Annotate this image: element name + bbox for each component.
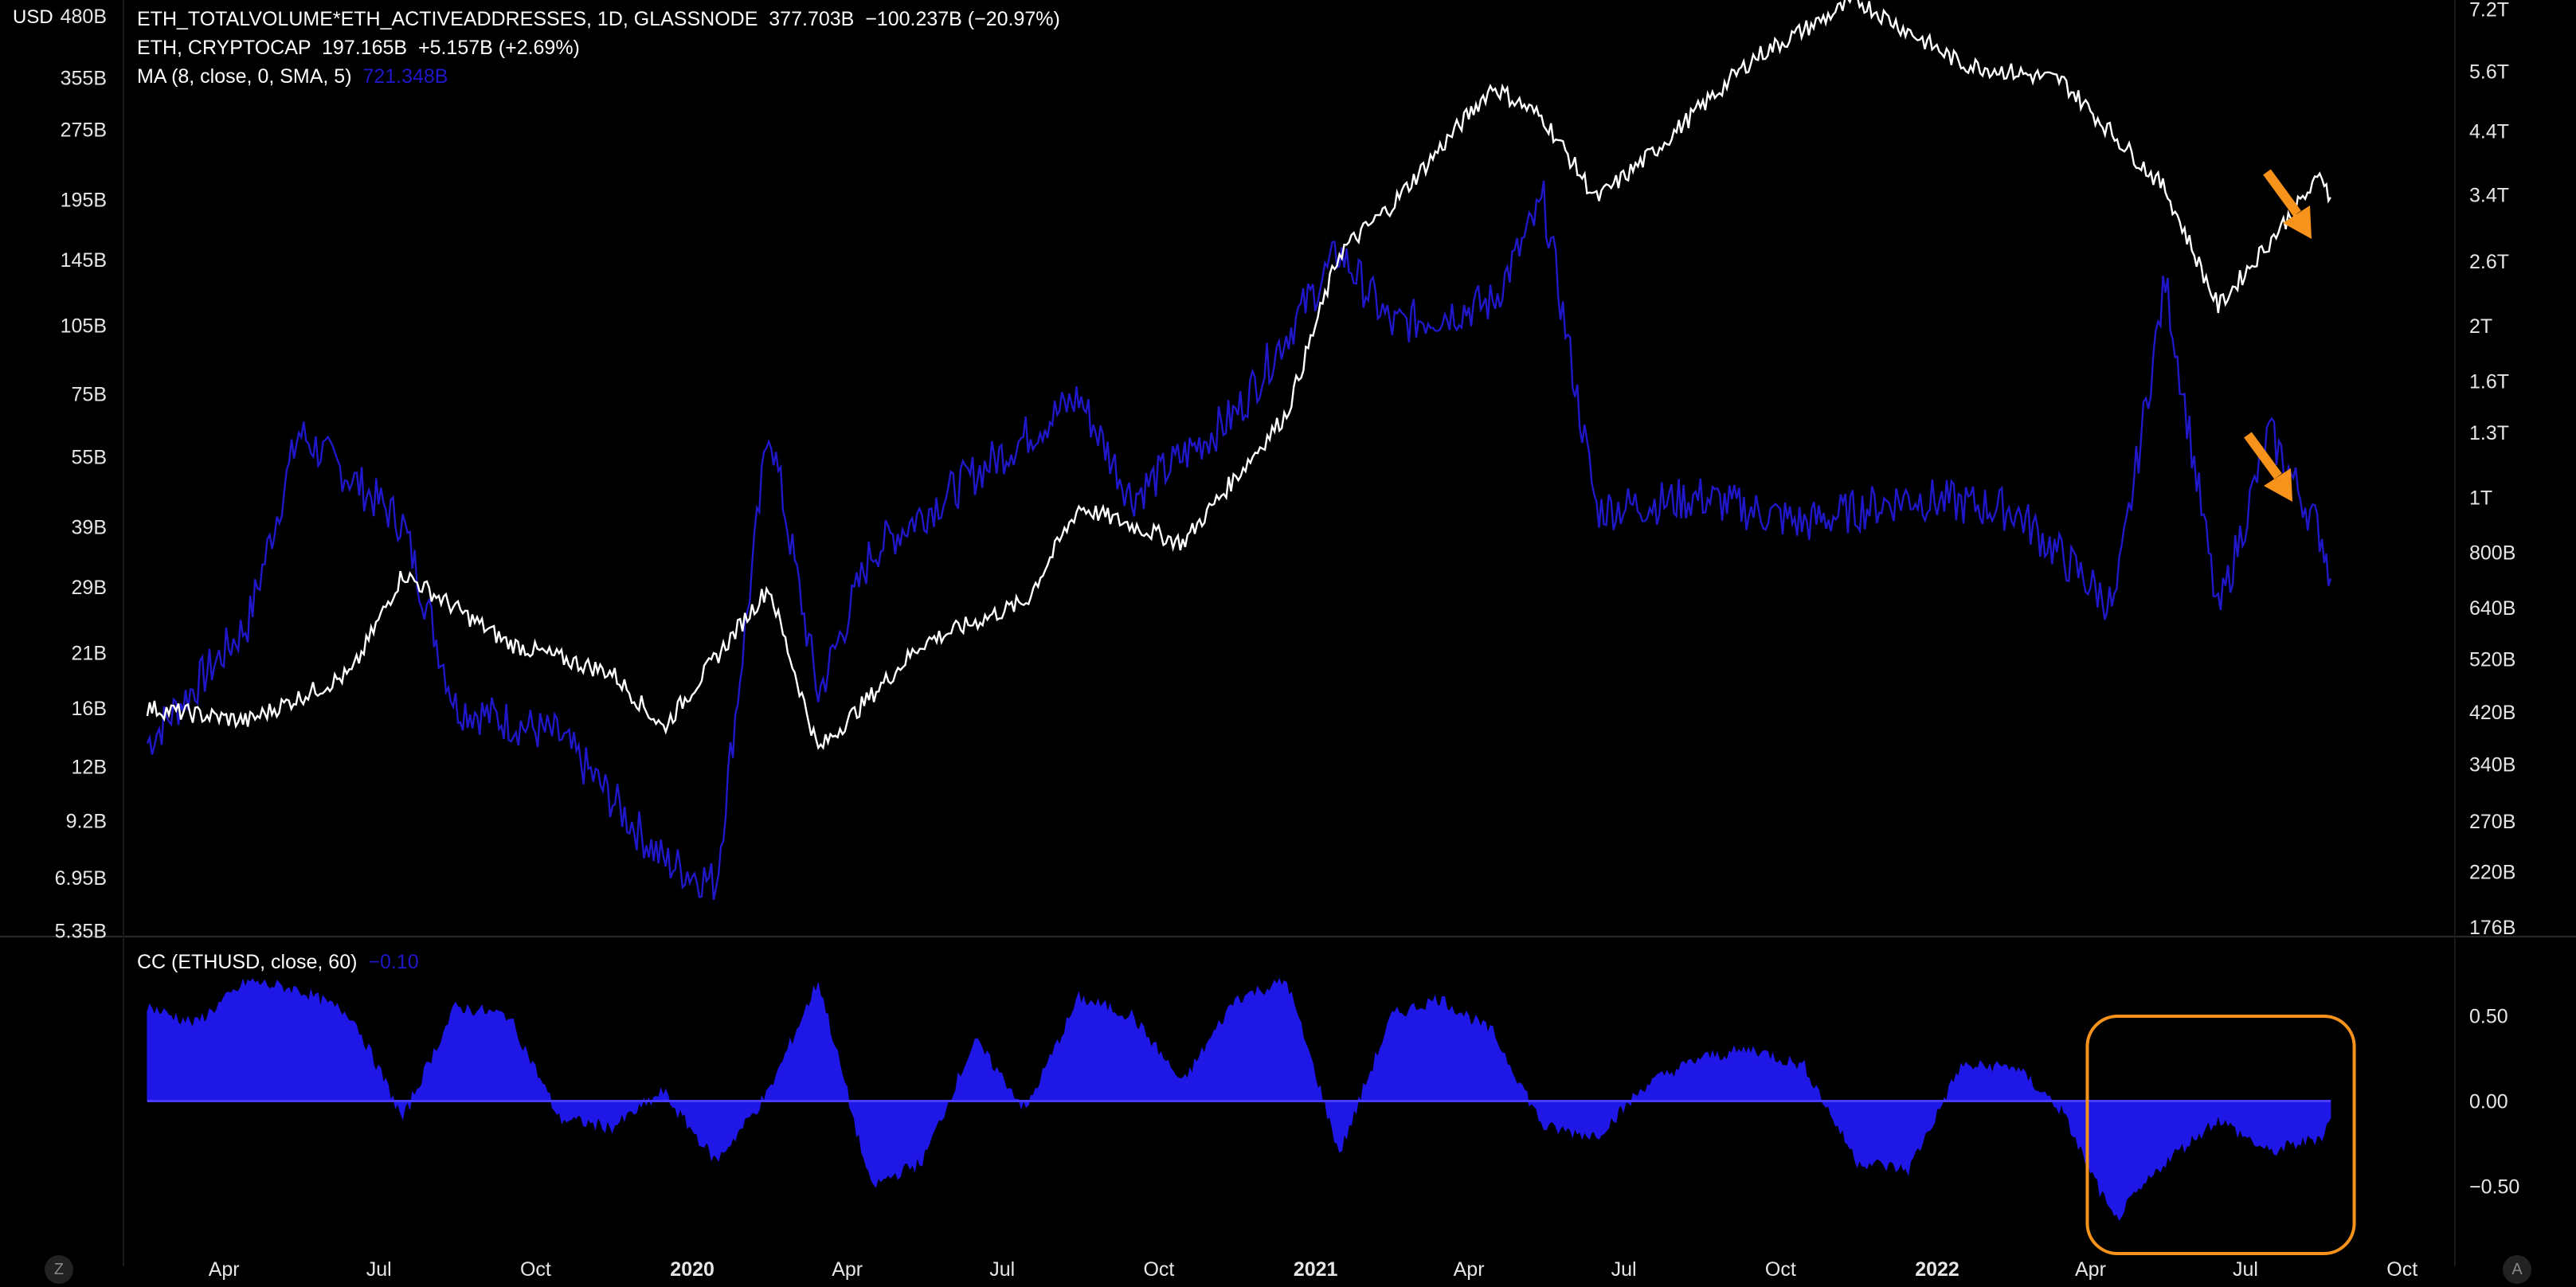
left-tick-label: 480B <box>61 6 107 28</box>
legend-row-2: ETH, CRYPTOCAP 197.165B +5.157B (+2.69%) <box>137 37 580 60</box>
eth-down-arrow <box>2263 169 2312 239</box>
ma-series-line <box>146 180 2332 901</box>
cc-area <box>147 977 2331 1222</box>
right-tick-label: 420B <box>2469 702 2515 724</box>
legend-label: ETH, CRYPTOCAP <box>137 37 311 59</box>
right-tick-label: 1T <box>2469 487 2492 509</box>
x-tick-label: Jul <box>366 1258 392 1281</box>
right-tick-label: 4.4T <box>2469 120 2509 143</box>
cc-legend: CC (ETHUSD, close, 60) −0.10 <box>137 951 419 974</box>
legend-label: ETH_TOTALVOLUME*ETH_ACTIVEADDRESSES, 1D,… <box>137 8 758 30</box>
right-tick-label: 520B <box>2469 648 2515 671</box>
cc-tick-label: 0.00 <box>2469 1091 2508 1113</box>
legend-values: 721.348B <box>362 65 448 88</box>
legend-row-3: MA (8, close, 0, SMA, 5) 721.348B <box>137 65 448 88</box>
auto-scale-button[interactable]: A <box>2503 1255 2531 1284</box>
x-tick-label: 2021 <box>1294 1258 1338 1281</box>
right-tick-label: 640B <box>2469 597 2515 620</box>
left-tick-label: 9.2B <box>66 810 107 832</box>
left-tick-label: 6.95B <box>55 867 107 890</box>
x-tick-label: Apr <box>2075 1258 2106 1281</box>
arrow-head <box>2283 205 2312 239</box>
left-axis-unit: USD <box>13 6 53 28</box>
right-tick-label: 176B <box>2469 917 2515 939</box>
x-tick-label: Jul <box>989 1258 1015 1281</box>
legend-row-1: ETH_TOTALVOLUME*ETH_ACTIVEADDRESSES, 1D,… <box>137 8 1060 31</box>
cc-tick-label: 0.50 <box>2469 1006 2508 1028</box>
cc-title: CC (ETHUSD, close, 60) <box>137 951 358 973</box>
left-tick-label: 275B <box>61 119 107 141</box>
left-tick-label: 16B <box>72 698 107 720</box>
left-tick-label: 5.35B <box>55 921 107 943</box>
right-tick-label: 220B <box>2469 862 2515 884</box>
right-tick-label: 3.4T <box>2469 184 2509 206</box>
left-tick-label: 12B <box>72 756 107 778</box>
left-tick-label: 55B <box>72 447 107 469</box>
arrow-shaft <box>2263 169 2301 217</box>
left-tick-label: 105B <box>61 315 107 337</box>
axes: 480B 355B 275B 195B 145B 105B 75B 55B 39B 29B 21B 1… <box>55 0 2520 1281</box>
legend-values: 197.165B +5.157B (+2.69%) <box>322 37 580 59</box>
cc-pane <box>147 977 2331 1222</box>
right-tick-label: 2.6T <box>2469 251 2509 273</box>
right-tick-label: 1.6T <box>2469 371 2509 393</box>
right-tick-label: 1.3T <box>2469 422 2509 444</box>
legend-values: 377.703B −100.237B (−20.97%) <box>769 8 1060 30</box>
right-tick-label: 7.2T <box>2469 0 2509 22</box>
annotations <box>2085 169 2356 1255</box>
main-pane <box>146 0 2332 901</box>
x-tick-label: Oct <box>2386 1258 2417 1281</box>
cc-last-value: −0.10 <box>368 951 419 973</box>
x-tick-label: Oct <box>1143 1258 1174 1281</box>
highlight-box <box>2085 1015 2356 1255</box>
scale-mode-button[interactable]: Z <box>45 1255 73 1284</box>
x-tick-label: Apr <box>1454 1258 1485 1281</box>
right-tick-label: 5.6T <box>2469 61 2509 84</box>
left-tick-label: 355B <box>61 67 107 89</box>
x-tick-label: Apr <box>209 1258 240 1281</box>
legend-label: MA (8, close, 0, SMA, 5) <box>137 65 352 88</box>
right-tick-label: 270B <box>2469 811 2515 833</box>
right-tick-label: 800B <box>2469 542 2515 565</box>
x-tick-label: Oct <box>520 1258 551 1281</box>
cc-tick-label: −0.50 <box>2469 1176 2519 1198</box>
ma-down-arrow <box>2244 432 2292 502</box>
x-tick-label: Jul <box>2233 1258 2258 1281</box>
left-tick-label: 29B <box>72 577 107 599</box>
arrow-shaft <box>2244 432 2282 479</box>
arrow-head <box>2264 468 2292 502</box>
x-tick-label: 2020 <box>670 1258 714 1281</box>
right-tick-label: 340B <box>2469 753 2515 776</box>
eth-series-line <box>146 0 2331 750</box>
left-tick-label: 145B <box>61 249 107 272</box>
x-tick-label: Jul <box>1611 1258 1637 1281</box>
left-tick-label: 39B <box>72 516 107 538</box>
x-tick-label: Apr <box>832 1258 863 1281</box>
left-tick-label: 21B <box>72 642 107 664</box>
x-tick-label: Oct <box>1765 1258 1796 1281</box>
left-tick-label: 195B <box>61 189 107 211</box>
x-tick-label: 2022 <box>1915 1258 1959 1281</box>
right-tick-label: 2T <box>2469 315 2492 338</box>
left-tick-label: 75B <box>72 383 107 405</box>
